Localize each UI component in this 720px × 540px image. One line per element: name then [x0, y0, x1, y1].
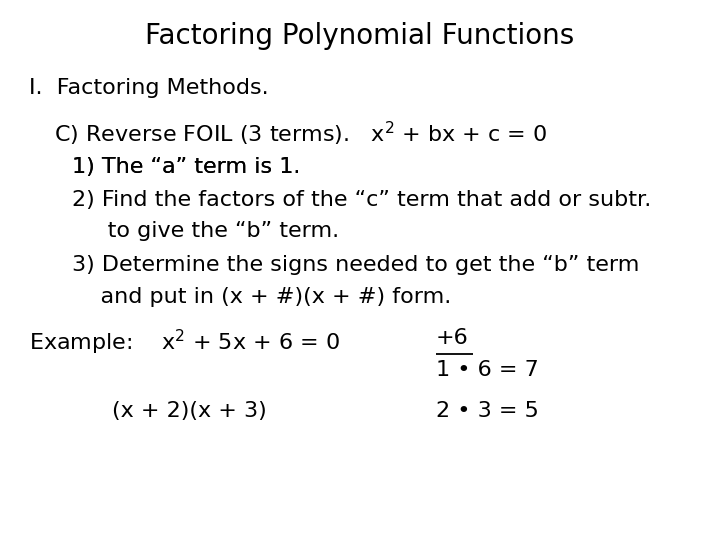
- Text: 2 • 3 = 5: 2 • 3 = 5: [436, 401, 539, 421]
- Text: (x + 2)(x + 3): (x + 2)(x + 3): [112, 401, 266, 421]
- Text: 1 • 6 = 7: 1 • 6 = 7: [436, 360, 539, 380]
- Text: I.  Factoring Methods.: I. Factoring Methods.: [29, 78, 269, 98]
- Text: 1) The “a” term is 1.: 1) The “a” term is 1.: [72, 157, 300, 177]
- Text: Factoring Polynomial Functions: Factoring Polynomial Functions: [145, 22, 575, 50]
- Text: 2) Find the factors of the “c” term that add or subtr.: 2) Find the factors of the “c” term that…: [72, 190, 652, 210]
- Text: 3) Determine the signs needed to get the “b” term: 3) Determine the signs needed to get the…: [72, 255, 639, 275]
- Text: C) Reverse FOIL (3 terms).   x$^2$ + bx + c = 0: C) Reverse FOIL (3 terms). x$^2$ + bx + …: [54, 120, 547, 148]
- Text: Example:    x$^2$ + 5x + 6 = 0: Example: x$^2$ + 5x + 6 = 0: [29, 328, 340, 357]
- Text: and put in (x + #)(x + #) form.: and put in (x + #)(x + #) form.: [72, 287, 451, 307]
- Text: to give the “b” term.: to give the “b” term.: [72, 221, 339, 241]
- Text: 1) The “a” term is 1.: 1) The “a” term is 1.: [72, 157, 300, 177]
- Text: +6: +6: [436, 328, 468, 348]
